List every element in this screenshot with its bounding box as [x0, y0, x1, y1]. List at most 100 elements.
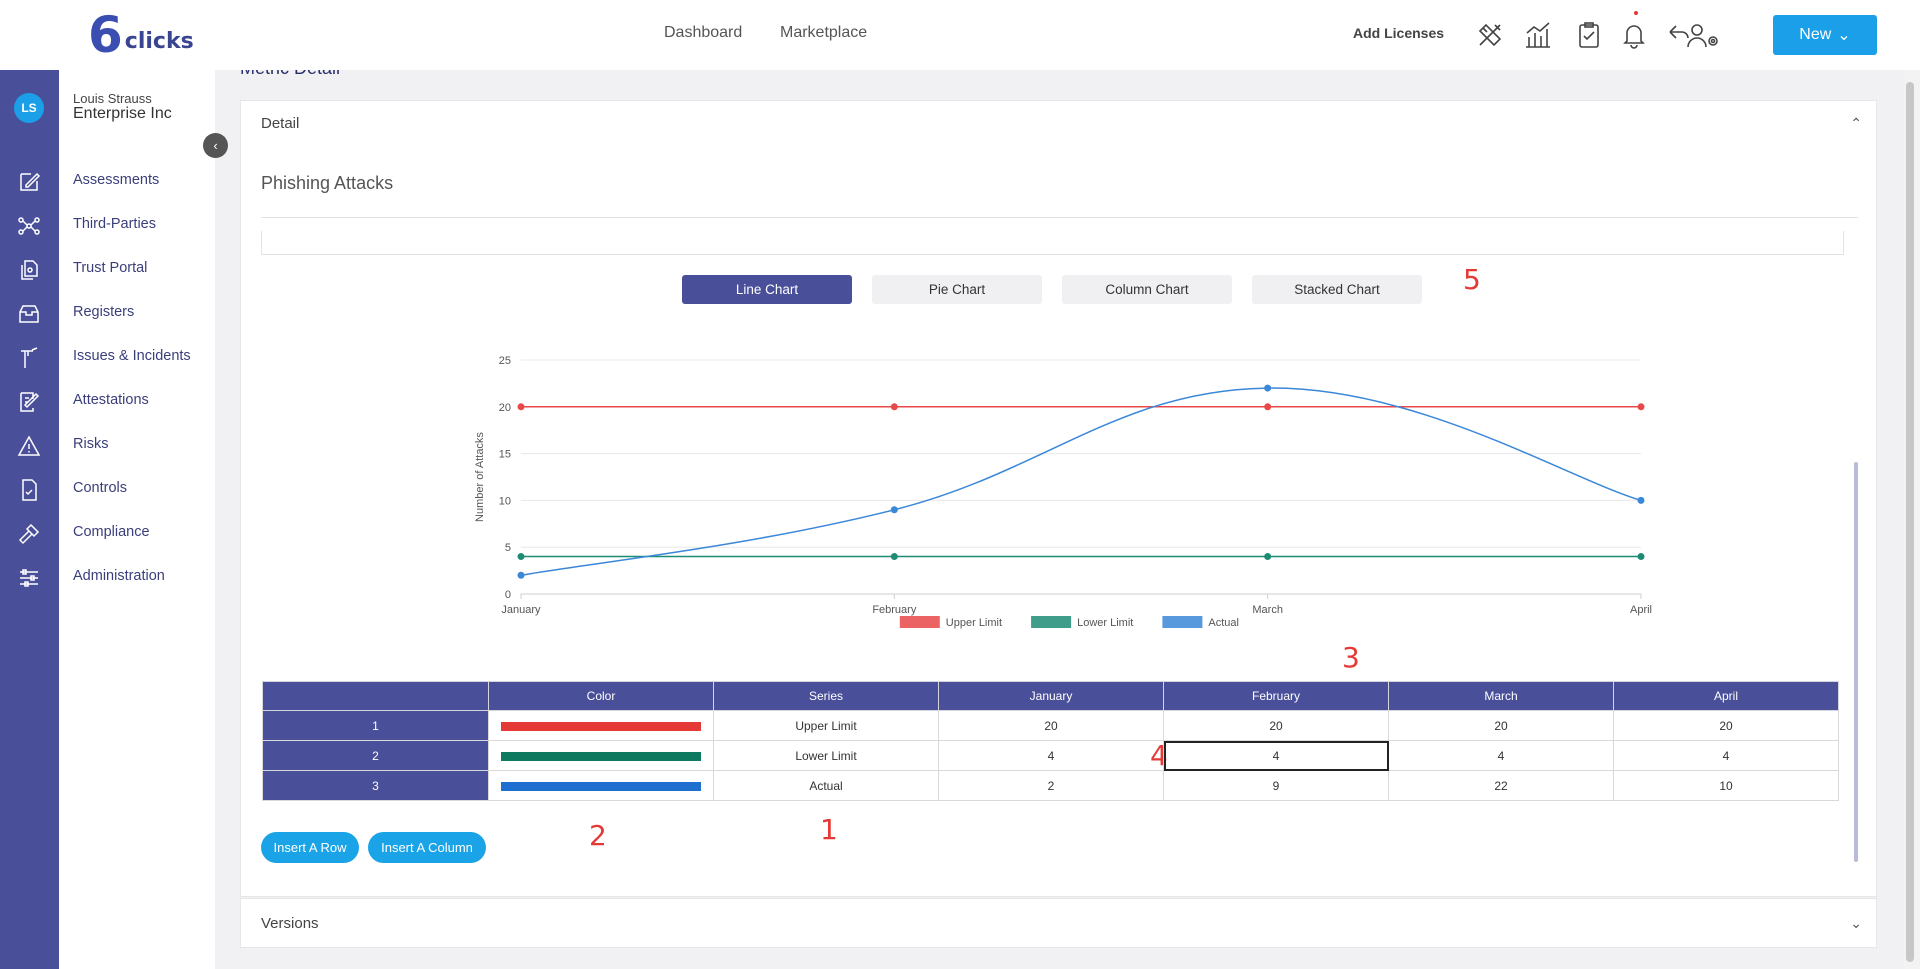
legend-swatch: [899, 616, 940, 628]
selected-value-cell[interactable]: 4: [1163, 740, 1389, 771]
avatar[interactable]: LS: [14, 93, 44, 123]
value-cell[interactable]: 2: [938, 770, 1164, 801]
annotation-marker-5: 5: [1463, 263, 1481, 296]
sidebar-item-controls[interactable]: Controls: [73, 480, 127, 496]
table-row: 1 Upper Limit 20 20 20 20: [262, 710, 1839, 741]
new-button[interactable]: New ⌄: [1773, 15, 1877, 55]
new-button-label: New: [1799, 26, 1832, 43]
table-row: 3 Actual 2 9 22 10: [262, 770, 1839, 801]
sidebar-item-attestations[interactable]: Attestations: [73, 392, 149, 408]
insert-row-button[interactable]: Insert A Row: [261, 832, 359, 863]
network-icon[interactable]: [17, 214, 41, 238]
table-header-series: Series: [713, 681, 939, 711]
detail-header[interactable]: Detail: [261, 115, 300, 132]
x-tick-label: January: [501, 604, 541, 616]
color-cell[interactable]: [488, 740, 714, 771]
sign-icon[interactable]: [17, 390, 41, 414]
checklist-icon[interactable]: [17, 478, 41, 502]
legend-label: Upper Limit: [946, 617, 1002, 629]
task-clipboard-icon[interactable]: [1574, 20, 1604, 50]
chevron-up-icon[interactable]: ⌃: [1850, 115, 1862, 131]
value-cell[interactable]: 20: [938, 710, 1164, 741]
detail-card: Detail ⌃ Phishing Attacks Line Chart Pie…: [240, 100, 1877, 897]
gavel-icon[interactable]: [17, 522, 41, 546]
color-cell[interactable]: [488, 710, 714, 741]
annotation-marker-2: 2: [589, 819, 607, 852]
notification-dot: [1634, 11, 1638, 15]
flag-icon[interactable]: [17, 346, 41, 370]
data-point: [890, 403, 898, 411]
data-point: [1264, 553, 1272, 561]
tools-icon[interactable]: [1475, 20, 1505, 50]
nav-marketplace[interactable]: Marketplace: [780, 24, 868, 41]
value-cell[interactable]: 22: [1388, 770, 1614, 801]
value-cell[interactable]: 9: [1163, 770, 1389, 801]
y-tick-label: 10: [499, 495, 511, 507]
bell-icon[interactable]: [1619, 20, 1649, 50]
sidebar-item-risks[interactable]: Risks: [73, 436, 109, 452]
data-point: [517, 571, 525, 579]
data-point: [1637, 496, 1645, 504]
series-cell[interactable]: Actual: [713, 770, 939, 801]
series-cell[interactable]: Lower Limit: [713, 740, 939, 771]
sidebar-item-registers[interactable]: Registers: [73, 304, 135, 320]
nav-dashboard[interactable]: Dashboard: [664, 24, 743, 41]
value-cell[interactable]: 10: [1613, 770, 1839, 801]
table-header-color: Color: [488, 681, 714, 711]
value-cell[interactable]: 4: [938, 740, 1164, 771]
versions-card[interactable]: Versions ⌄: [240, 898, 1877, 948]
chevron-left-icon: ‹: [213, 138, 218, 153]
tab-stacked-chart[interactable]: Stacked Chart: [1252, 275, 1422, 304]
legend-swatch: [1031, 616, 1072, 628]
documents-icon[interactable]: [17, 258, 41, 282]
add-licenses-link[interactable]: Add Licenses: [1353, 25, 1445, 41]
line-chart: 0 5 10 15 20 25 January February March April Numbe…: [474, 355, 1652, 629]
row-number: 1: [262, 710, 489, 741]
sidebar-item-administration[interactable]: Administration: [73, 568, 165, 584]
org-name: Enterprise Inc: [73, 105, 172, 122]
series-line-actual: [520, 387, 1642, 577]
inner-scrollbar[interactable]: [1854, 462, 1858, 862]
value-cell[interactable]: 4: [1613, 740, 1839, 771]
sidebar-item-compliance[interactable]: Compliance: [73, 524, 150, 540]
insert-column-button[interactable]: Insert A Column: [368, 832, 486, 863]
logo-text: clicks: [124, 28, 194, 54]
color-swatch[interactable]: [501, 751, 701, 761]
sliders-icon[interactable]: [17, 566, 41, 590]
y-tick-label: 0: [505, 589, 511, 601]
divider: [261, 217, 1858, 218]
color-swatch[interactable]: [501, 721, 701, 731]
warning-icon[interactable]: [17, 434, 41, 458]
annotation-marker-3: 3: [1342, 641, 1360, 674]
tab-line-chart[interactable]: Line Chart: [682, 275, 852, 304]
sidebar-item-issues-incidents[interactable]: Issues & Incidents: [73, 348, 191, 364]
tab-pie-chart[interactable]: Pie Chart: [872, 275, 1042, 304]
page-scrollbar-thumb[interactable]: [1906, 82, 1914, 962]
sidebar-collapse-button[interactable]: ‹: [203, 133, 228, 158]
table-header-february: February: [1163, 681, 1389, 711]
inbox-icon[interactable]: [17, 302, 41, 326]
value-cell[interactable]: 20: [1388, 710, 1614, 741]
legend-label: Actual: [1208, 617, 1239, 629]
sidebar-item-trust-portal[interactable]: Trust Portal: [73, 260, 148, 276]
x-tick-label: March: [1252, 604, 1283, 616]
data-table: Color Series January February March Apri…: [262, 681, 1839, 801]
sidebar-item-assessments[interactable]: Assessments: [73, 172, 160, 188]
data-point: [517, 403, 525, 411]
value-cell[interactable]: 20: [1613, 710, 1839, 741]
color-swatch[interactable]: [501, 781, 701, 791]
table-header-january: January: [938, 681, 1164, 711]
series-cell[interactable]: Upper Limit: [713, 710, 939, 741]
logo-mark: 6: [88, 6, 123, 64]
user-settings-icon[interactable]: [1668, 20, 1722, 50]
sidebar-item-third-parties[interactable]: Third-Parties: [73, 216, 156, 232]
edit-icon[interactable]: [17, 170, 41, 194]
analytics-chart-icon[interactable]: [1523, 20, 1553, 50]
tab-column-chart[interactable]: Column Chart: [1062, 275, 1232, 304]
legend-label: Lower Limit: [1077, 617, 1133, 629]
app-logo[interactable]: 6 clicks: [88, 10, 198, 60]
versions-header: Versions: [261, 915, 319, 932]
value-cell[interactable]: 20: [1163, 710, 1389, 741]
value-cell[interactable]: 4: [1388, 740, 1614, 771]
color-cell[interactable]: [488, 770, 714, 801]
